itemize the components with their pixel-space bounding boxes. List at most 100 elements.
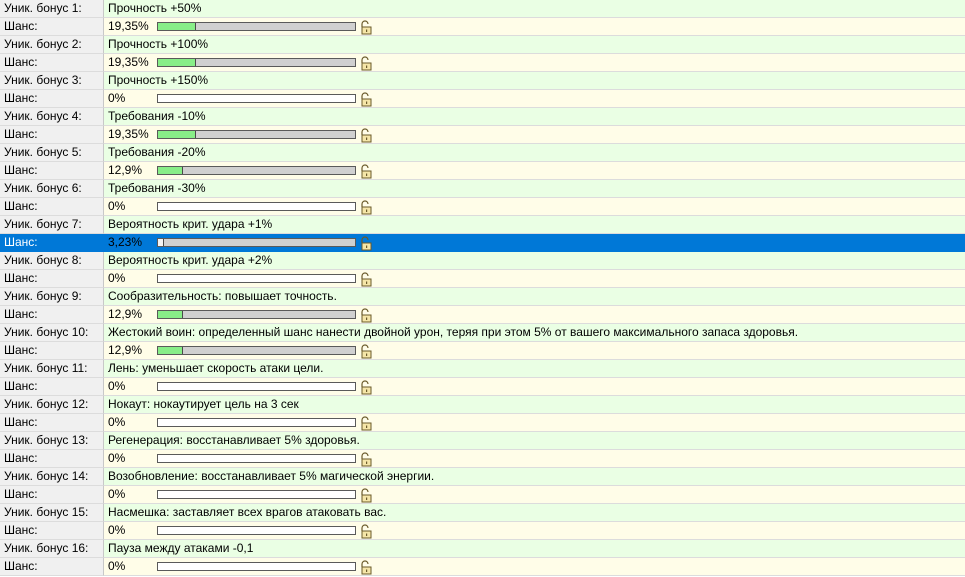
chance-value-cell[interactable]: 12,9%: [104, 162, 965, 180]
padlock-open-icon[interactable]: [359, 19, 373, 35]
chance-value-cell[interactable]: 19,35%: [104, 54, 965, 72]
chance-row[interactable]: Шанс: 0%: [0, 270, 965, 288]
bonus-value[interactable]: Нокаут: нокаутирует цель на 3 сек: [104, 396, 965, 414]
padlock-open-icon[interactable]: [359, 55, 373, 71]
chance-row[interactable]: Шанс: 0%: [0, 198, 965, 216]
bonus-row[interactable]: Уник. бонус 10: Жестокий воин: определенн…: [0, 324, 965, 342]
chance-value-cell[interactable]: 0%: [104, 378, 965, 396]
chance-row[interactable]: Шанс: 3,23%: [0, 234, 965, 252]
chance-progress-bar[interactable]: [157, 526, 356, 535]
bonus-value[interactable]: Пауза между атаками -0,1: [104, 540, 965, 558]
bonus-value[interactable]: Прочность +50%: [104, 0, 965, 18]
chance-row[interactable]: Шанс: 0%: [0, 90, 965, 108]
bonus-row[interactable]: Уник. бонус 9: Сообразительность: повышае…: [0, 288, 965, 306]
chance-row[interactable]: Шанс: 12,9%: [0, 162, 965, 180]
chance-row[interactable]: Шанс: 0%: [0, 558, 965, 576]
padlock-open-icon[interactable]: [359, 235, 373, 251]
chance-progress-bar[interactable]: [157, 130, 356, 139]
chance-value-cell[interactable]: 0%: [104, 90, 965, 108]
bonus-row[interactable]: Уник. бонус 1: Прочность +50%: [0, 0, 965, 18]
bonus-row[interactable]: Уник. бонус 8: Вероятность крит. удара +2…: [0, 252, 965, 270]
padlock-open-icon[interactable]: [359, 163, 373, 179]
chance-row[interactable]: Шанс: 19,35%: [0, 126, 965, 144]
chance-progress-bar[interactable]: [157, 22, 356, 31]
chance-progress-bar[interactable]: [157, 58, 356, 67]
bonus-row[interactable]: Уник. бонус 16: Пауза между атаками -0,1: [0, 540, 965, 558]
chance-row[interactable]: Шанс: 0%: [0, 486, 965, 504]
chance-progress-bar[interactable]: [157, 490, 356, 499]
chance-progress-bar[interactable]: [157, 310, 356, 319]
bonus-value[interactable]: Требования -30%: [104, 180, 965, 198]
padlock-open-icon[interactable]: [359, 343, 373, 359]
bonus-value[interactable]: Требования -10%: [104, 108, 965, 126]
bonus-label: Уник. бонус 9:: [0, 288, 104, 306]
padlock-open-icon[interactable]: [359, 451, 373, 467]
bonus-value[interactable]: Жестокий воин: определенный шанс нанести…: [104, 324, 965, 342]
chance-progress-bar[interactable]: [157, 274, 356, 283]
chance-row[interactable]: Шанс: 0%: [0, 378, 965, 396]
chance-value-cell[interactable]: 0%: [104, 486, 965, 504]
padlock-open-icon[interactable]: [359, 127, 373, 143]
chance-row[interactable]: Шанс: 12,9%: [0, 306, 965, 324]
chance-value-cell[interactable]: 12,9%: [104, 306, 965, 324]
padlock-open-icon[interactable]: [359, 379, 373, 395]
chance-value-cell[interactable]: 0%: [104, 270, 965, 288]
padlock-open-icon[interactable]: [359, 271, 373, 287]
chance-label: Шанс:: [0, 558, 104, 576]
bonus-value[interactable]: Сообразительность: повышает точность.: [104, 288, 965, 306]
padlock-open-icon[interactable]: [359, 91, 373, 107]
bonus-row[interactable]: Уник. бонус 14: Возобновление: восстанавл…: [0, 468, 965, 486]
chance-progress-bar[interactable]: [157, 562, 356, 571]
padlock-open-icon[interactable]: [359, 559, 373, 575]
bonus-value[interactable]: Требования -20%: [104, 144, 965, 162]
bonus-row[interactable]: Уник. бонус 7: Вероятность крит. удара +1…: [0, 216, 965, 234]
bonus-label: Уник. бонус 1:: [0, 0, 104, 18]
bonus-row[interactable]: Уник. бонус 12: Нокаут: нокаутирует цель …: [0, 396, 965, 414]
chance-value-cell[interactable]: 0%: [104, 414, 965, 432]
chance-progress-bar[interactable]: [157, 166, 356, 175]
chance-value-cell[interactable]: 3,23%: [104, 234, 965, 252]
padlock-open-icon[interactable]: [359, 199, 373, 215]
chance-row[interactable]: Шанс: 19,35%: [0, 54, 965, 72]
chance-row[interactable]: Шанс: 0%: [0, 450, 965, 468]
chance-progress-bar[interactable]: [157, 418, 356, 427]
chance-value-cell[interactable]: 0%: [104, 450, 965, 468]
bonus-row[interactable]: Уник. бонус 6: Требования -30%: [0, 180, 965, 198]
chance-row[interactable]: Шанс: 0%: [0, 522, 965, 540]
padlock-open-icon[interactable]: [359, 523, 373, 539]
chance-progress-bar[interactable]: [157, 346, 356, 355]
padlock-open-icon[interactable]: [359, 487, 373, 503]
chance-progress-bar[interactable]: [157, 382, 356, 391]
bonus-row[interactable]: Уник. бонус 5: Требования -20%: [0, 144, 965, 162]
bonus-value[interactable]: Лень: уменьшает скорость атаки цели.: [104, 360, 965, 378]
bonus-value[interactable]: Вероятность крит. удара +1%: [104, 216, 965, 234]
bonus-label: Уник. бонус 13:: [0, 432, 104, 450]
bonus-value[interactable]: Вероятность крит. удара +2%: [104, 252, 965, 270]
chance-row[interactable]: Шанс: 12,9%: [0, 342, 965, 360]
chance-value-cell[interactable]: 12,9%: [104, 342, 965, 360]
chance-row[interactable]: Шанс: 19,35%: [0, 18, 965, 36]
padlock-open-icon[interactable]: [359, 307, 373, 323]
chance-value-cell[interactable]: 0%: [104, 522, 965, 540]
chance-progress-bar[interactable]: [157, 94, 356, 103]
bonus-row[interactable]: Уник. бонус 3: Прочность +150%: [0, 72, 965, 90]
bonus-row[interactable]: Уник. бонус 4: Требования -10%: [0, 108, 965, 126]
chance-value-cell[interactable]: 19,35%: [104, 18, 965, 36]
chance-value-cell[interactable]: 0%: [104, 558, 965, 576]
bonus-value[interactable]: Прочность +100%: [104, 36, 965, 54]
bonus-row[interactable]: Уник. бонус 15: Насмешка: заставляет всех…: [0, 504, 965, 522]
bonus-value[interactable]: Прочность +150%: [104, 72, 965, 90]
bonus-row[interactable]: Уник. бонус 13: Регенерация: восстанавлив…: [0, 432, 965, 450]
chance-progress-bar[interactable]: [157, 238, 356, 247]
chance-value-cell[interactable]: 19,35%: [104, 126, 965, 144]
bonus-value[interactable]: Возобновление: восстанавливает 5% магиче…: [104, 468, 965, 486]
chance-progress-bar[interactable]: [157, 454, 356, 463]
chance-value-cell[interactable]: 0%: [104, 198, 965, 216]
bonus-row[interactable]: Уник. бонус 2: Прочность +100%: [0, 36, 965, 54]
chance-progress-bar[interactable]: [157, 202, 356, 211]
bonus-value[interactable]: Регенерация: восстанавливает 5% здоровья…: [104, 432, 965, 450]
chance-row[interactable]: Шанс: 0%: [0, 414, 965, 432]
bonus-row[interactable]: Уник. бонус 11: Лень: уменьшает скорость …: [0, 360, 965, 378]
padlock-open-icon[interactable]: [359, 415, 373, 431]
bonus-value[interactable]: Насмешка: заставляет всех врагов атакова…: [104, 504, 965, 522]
